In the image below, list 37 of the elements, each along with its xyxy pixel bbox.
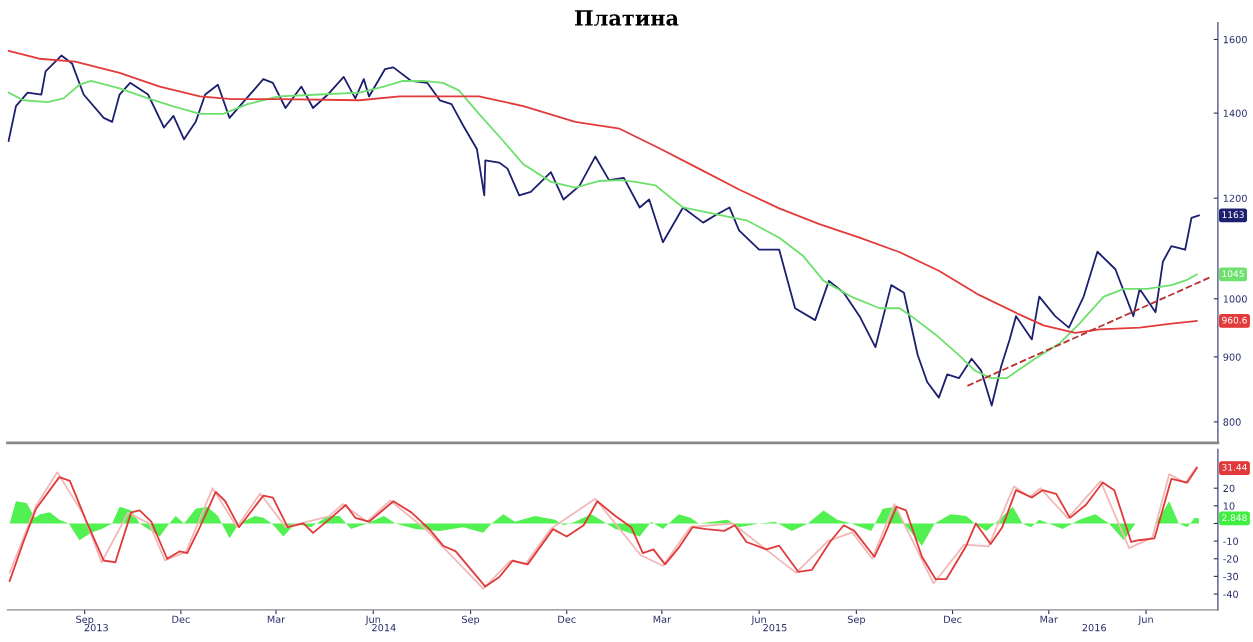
y-tick-label: 1000 — [1223, 295, 1247, 303]
x-tick-label: Dec — [944, 615, 962, 623]
x2-tick-label: 2013 — [84, 623, 108, 632]
x-tick-label: Dec — [172, 615, 190, 623]
y-tick-label: 900 — [1223, 353, 1241, 361]
x-tick-label: Sep — [76, 615, 94, 625]
x-tick-label: Sep — [847, 615, 866, 625]
x-tick-label: Jun — [365, 615, 381, 625]
y-tick-label: -20 — [1223, 555, 1239, 563]
x-tick-label: Jun — [1137, 615, 1153, 625]
line-series — [7, 50, 1198, 334]
annotation: 2.848 — [1222, 514, 1247, 522]
x-tick-label: Mar — [653, 615, 672, 623]
y-tick-label: 10 — [1223, 502, 1235, 510]
annotation: 960.6 — [1222, 316, 1247, 324]
x2-tick-label: 2014 — [372, 623, 396, 632]
y-tick-label: 20 — [1223, 484, 1235, 493]
annotation: 1045 — [1222, 270, 1244, 278]
y-tick-label: 1400 — [1223, 109, 1247, 117]
line-series — [7, 80, 1198, 380]
y-tick-label: -10 — [1223, 537, 1239, 545]
line-series — [7, 54, 1200, 407]
y-tick-label: -30 — [1223, 572, 1239, 581]
y-tick-label: 800 — [1223, 418, 1241, 426]
x2-tick-label: 2015 — [763, 623, 787, 632]
annotation: 31.44 — [1222, 463, 1247, 471]
annotation: 1163 — [1222, 211, 1244, 219]
x-tick-label: Dec — [558, 615, 576, 623]
x-tick-label: Sep — [462, 615, 480, 625]
x-tick-label: Jun — [751, 615, 766, 625]
y-tick-label: 1600 — [1223, 35, 1247, 44]
y-tick-label: 1200 — [1223, 194, 1247, 203]
x2-tick-label: 2016 — [1082, 623, 1106, 632]
x-tick-label: Mar — [267, 615, 286, 623]
x-tick-label: Mar — [1040, 615, 1058, 623]
chart-title: Платина — [574, 10, 679, 26]
y-tick-label: -40 — [1223, 590, 1239, 598]
